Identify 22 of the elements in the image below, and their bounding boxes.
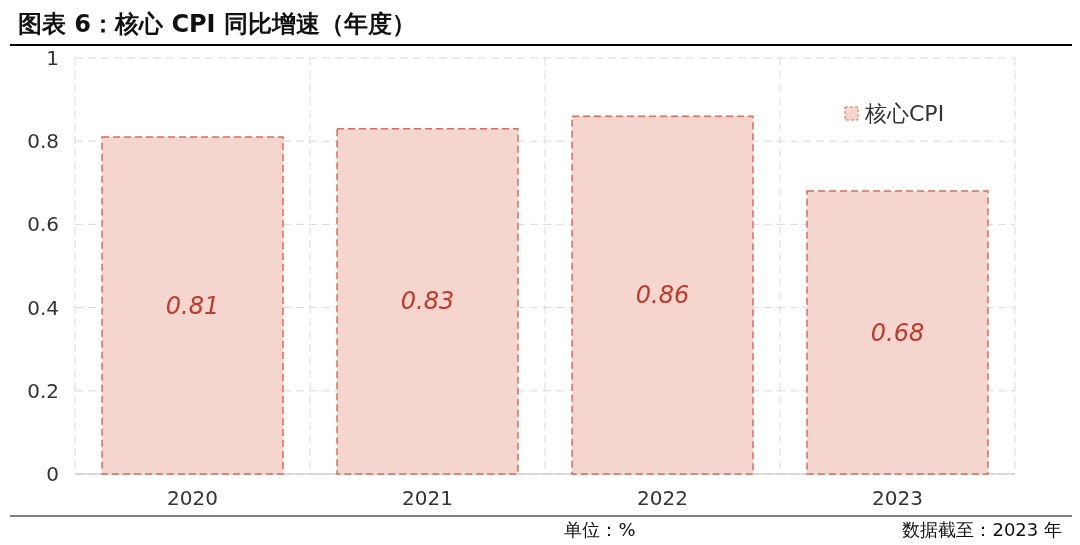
y-tick-label: 0.6 xyxy=(27,212,59,237)
y-tick-label: 0 xyxy=(46,462,59,486)
x-tick-label: 2022 xyxy=(637,486,688,510)
bar xyxy=(101,136,284,475)
text: 单位：% xyxy=(564,519,636,540)
data-label: 0.68 xyxy=(870,318,925,347)
data-label: 0.83 xyxy=(400,287,455,316)
bar xyxy=(806,190,989,475)
y-tick-label: 0.2 xyxy=(27,378,59,403)
y-tick-label: 0.8 xyxy=(27,129,59,154)
legend-label: 核心CPI xyxy=(864,101,945,126)
data-label: 0.86 xyxy=(635,281,690,310)
y-tick-label: 1 xyxy=(46,46,59,70)
x-tick-label: 2020 xyxy=(167,486,218,510)
data-label: 0.81 xyxy=(165,291,220,320)
x-tick-label: 2021 xyxy=(402,486,453,510)
text: 数据截至：2023 年 xyxy=(902,519,1062,540)
x-tick-label: 2023 xyxy=(872,486,923,510)
y-tick-label: 0.4 xyxy=(27,295,59,320)
chart-title: 图表 6：核心 CPI 同比增速（年度） xyxy=(18,10,416,38)
bar xyxy=(336,127,519,475)
bar xyxy=(571,115,754,475)
